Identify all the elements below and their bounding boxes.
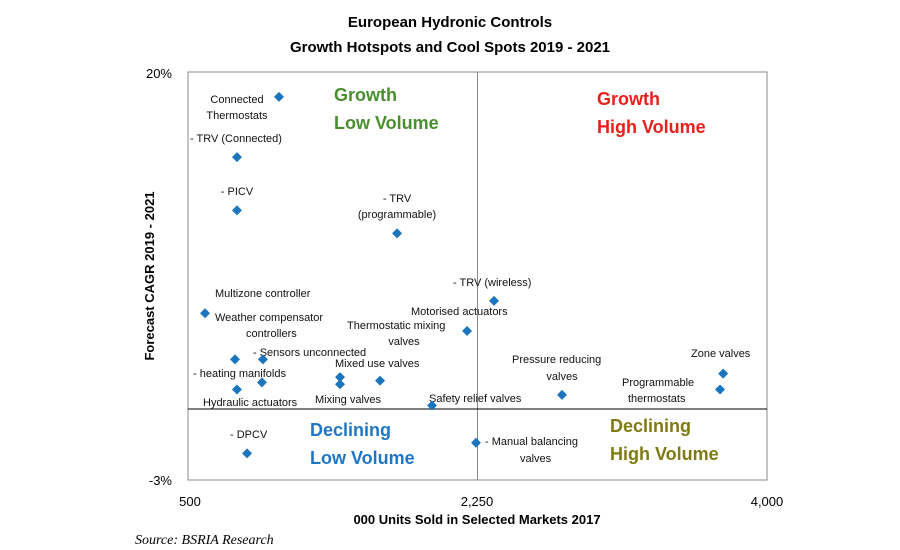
point-label: controllers: [246, 328, 297, 340]
quadrant-label: Declining: [310, 420, 391, 440]
x-axis-title: 000 Units Sold in Selected Markets 2017: [353, 512, 600, 527]
quadrant-label: Low Volume: [310, 448, 415, 468]
y-axis-title: Forecast CAGR 2019 - 2021: [142, 191, 157, 360]
data-point-marker: [489, 295, 500, 306]
point-label: Mixed use valves: [335, 358, 420, 370]
point-label: Pressure reducing: [512, 354, 601, 366]
point-label: Safety relief valves: [429, 393, 522, 405]
point-label: valves: [546, 371, 578, 383]
data-point-marker: [200, 308, 211, 319]
data-point-marker: [335, 372, 346, 383]
data-point-marker: [231, 205, 242, 216]
data-point-marker: [715, 384, 726, 395]
x-tick-label-500: 500: [179, 494, 201, 509]
point-label: valves: [388, 336, 420, 348]
chart-title-line-1: European Hydronic Controls: [348, 14, 552, 31]
quadrant-label: Low Volume: [334, 113, 439, 133]
point-label: Thermostats: [206, 110, 268, 122]
data-point-marker: [231, 152, 242, 163]
data-point-marker: [231, 384, 242, 395]
source-note: Source: BSRIA Research: [135, 533, 274, 548]
data-point-marker: [471, 437, 482, 448]
point-label: - PICV: [221, 186, 254, 198]
point-label: Multizone controller: [215, 288, 311, 300]
data-point-marker: [256, 377, 267, 388]
y-tick-label-top: 20%: [146, 66, 172, 81]
data-point-marker: [718, 368, 729, 379]
quadrant-label: High Volume: [597, 117, 706, 137]
x-tick-label-4000: 4,000: [751, 494, 784, 509]
point-label: - heating manifolds: [193, 368, 286, 380]
point-label: - Sensors unconnected: [253, 347, 366, 359]
point-label: Connected: [210, 94, 263, 106]
point-label: valves: [520, 453, 552, 465]
point-label: - TRV (Connected): [190, 133, 282, 145]
point-labels: Connected Thermostats - TRV (Connected) - P…: [190, 94, 751, 465]
data-point-marker: [462, 325, 473, 336]
point-label: Programmable: [622, 377, 694, 389]
data-point-marker: [557, 389, 568, 400]
point-label: Motorised actuators: [411, 306, 508, 318]
point-label: - Manual balancing: [485, 436, 578, 448]
point-label: - DPCV: [230, 429, 268, 441]
data-point-marker: [392, 228, 403, 239]
quadrant-labels: Growth Low Volume Growth High Volume Declini…: [310, 85, 719, 468]
point-label: - TRV (wireless): [453, 277, 531, 289]
data-point-marker: [273, 91, 284, 102]
point-label: Hydraulic actuators: [203, 397, 298, 409]
y-tick-label-bottom: -3%: [149, 473, 173, 488]
point-label: - TRV: [383, 193, 412, 205]
point-label: (programmable): [358, 209, 436, 221]
data-point-marker: [335, 379, 346, 390]
data-point-marker: [427, 400, 438, 411]
x-tick-label-2250: 2,250: [461, 494, 494, 509]
data-points: [200, 91, 729, 459]
data-point-marker: [242, 448, 253, 459]
data-point-marker: [229, 354, 240, 365]
data-point-marker: [257, 354, 268, 365]
quadrant-label: Growth: [597, 89, 660, 109]
chart-title-line-2: Growth Hotspots and Cool Spots 2019 - 20…: [290, 39, 610, 56]
point-label: Weather compensator: [215, 312, 323, 324]
point-label: Mixing valves: [315, 394, 382, 406]
quadrant-label: Growth: [334, 85, 397, 105]
data-point-marker: [375, 375, 386, 386]
point-label: Zone valves: [691, 348, 751, 360]
quadrant-label: Declining: [610, 416, 691, 436]
quadrant-label: High Volume: [610, 444, 719, 464]
point-label: Thermostatic mixing: [347, 320, 445, 332]
point-label: thermostats: [628, 393, 686, 405]
